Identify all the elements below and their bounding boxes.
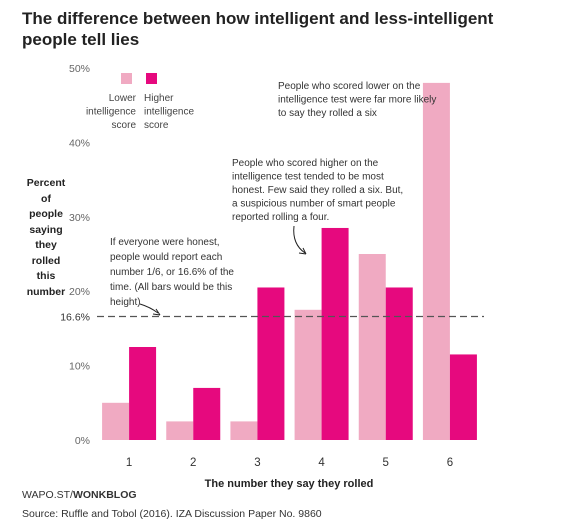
bar-lower-1 [102, 402, 130, 440]
y-axis-label-line: they [35, 239, 57, 251]
y-axis-ticks: 0% 10% 20% 30% 40% 50% [69, 63, 90, 447]
bar-lower-2 [166, 421, 194, 440]
x-axis-ticks: 1 2 3 4 5 6 The number they say they rolled [126, 457, 453, 490]
legend-label-line: Higher [144, 93, 174, 104]
bar-lower-6 [422, 82, 450, 440]
footer-source: WAPO.ST/WONKBLOG [22, 489, 137, 501]
annotation-line: time. (All bars would be this [110, 282, 232, 293]
x-axis-label: The number they say they rolled [205, 478, 374, 490]
y-tick-label: 40% [69, 137, 90, 149]
y-axis-label-line: this [36, 270, 56, 282]
x-tick-label: 4 [318, 457, 325, 469]
legend: Lower intelligence score Higher intelligence… [86, 73, 194, 131]
annotation-line: intelligence test were far more likely [278, 95, 436, 106]
bar-higher-4 [321, 227, 349, 440]
annotation-arrow-higher [293, 225, 306, 254]
bar-lower-5 [358, 254, 386, 440]
legend-swatch-higher [146, 73, 157, 84]
bar-higher-6 [449, 354, 477, 440]
annotation-line: People who scored higher on the [232, 158, 379, 169]
annotation-arrow-honest [139, 303, 159, 314]
reference-line-label: 16.6% [60, 311, 90, 323]
bar-lower-3 [230, 421, 258, 440]
footer-citation: Source: Ruffle and Tobol (2016). IZA Dis… [22, 508, 322, 520]
y-axis-label-line: rolled [31, 254, 61, 267]
annotation-line: number 1/6, or 16.6% of the [110, 267, 234, 278]
y-axis-label-line: of [41, 192, 51, 205]
y-axis-label: Percent of people saying they rolled thi… [12, 176, 80, 300]
x-tick-label: 1 [126, 457, 132, 469]
legend-label-line: intelligence [86, 107, 136, 118]
x-tick-label: 2 [190, 457, 196, 469]
y-tick-label: 20% [69, 286, 90, 298]
y-tick-label: 0% [75, 435, 90, 447]
y-tick-label: 30% [69, 212, 90, 224]
annotation-higher: People who scored higher on the intellige… [232, 158, 403, 223]
bar-lower-4 [294, 309, 322, 440]
chart-title-line-1: The difference between how intelligent a… [22, 9, 494, 28]
annotation-honest: If everyone were honest, people would rep… [110, 237, 234, 308]
legend-label-line: score [112, 120, 137, 131]
annotation-line: intelligence test tended to be most [232, 172, 384, 183]
annotation-line: honest. Few said they rolled a six. But, [232, 185, 403, 196]
annotation-line: a suspicious number of smart people [232, 199, 396, 210]
annotations: If everyone were honest, people would rep… [110, 81, 436, 316]
legend-swatch-lower [121, 73, 132, 84]
legend-label-higher: Higher intelligence score [144, 93, 194, 131]
reference-line-group: 16.6% [60, 311, 484, 323]
annotation-line: If everyone were honest, [110, 237, 220, 248]
annotation-lower: People who scored lower on the intelligen… [278, 81, 436, 119]
y-tick-label: 50% [69, 63, 90, 75]
annotation-line: reported rolling a four. [232, 212, 329, 223]
legend-label-line: intelligence [144, 107, 194, 118]
annotation-line: height) [110, 297, 141, 308]
annotation-line: people would report each [110, 252, 222, 263]
x-tick-label: 3 [254, 457, 260, 469]
annotation-arrowhead-higher [298, 247, 307, 255]
legend-label-line: Lower [109, 93, 137, 104]
y-axis-label-line: number [26, 285, 66, 298]
footer-source-brand: WONKBLOG [72, 489, 137, 501]
y-axis-label-line: saying [29, 223, 63, 236]
annotation-line: People who scored lower on the [278, 81, 421, 92]
x-tick-label: 6 [447, 457, 453, 469]
legend-label-lower: Lower intelligence score [86, 93, 137, 131]
chart-title-line-2: people tell lies [22, 30, 140, 49]
footer-source-prefix: WAPO.ST/ [22, 489, 73, 501]
y-axis-label-line: people [29, 208, 63, 220]
bar-higher-2 [193, 387, 221, 440]
bar-higher-3 [257, 287, 285, 440]
bars [102, 82, 477, 440]
y-axis-label-line: Percent [26, 177, 66, 189]
annotation-line: to say they rolled a six [278, 108, 377, 119]
y-tick-label: 10% [69, 361, 90, 373]
chart-title: The difference between how intelligent a… [22, 8, 542, 50]
bar-higher-5 [385, 287, 413, 440]
bar-higher-1 [129, 347, 157, 440]
annotation-arrowhead-honest [152, 308, 161, 316]
legend-label-line: score [144, 120, 169, 131]
x-tick-label: 5 [383, 457, 389, 469]
